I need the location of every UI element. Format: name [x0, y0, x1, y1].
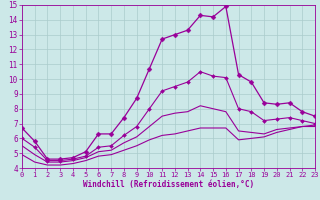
X-axis label: Windchill (Refroidissement éolien,°C): Windchill (Refroidissement éolien,°C) — [83, 180, 254, 189]
